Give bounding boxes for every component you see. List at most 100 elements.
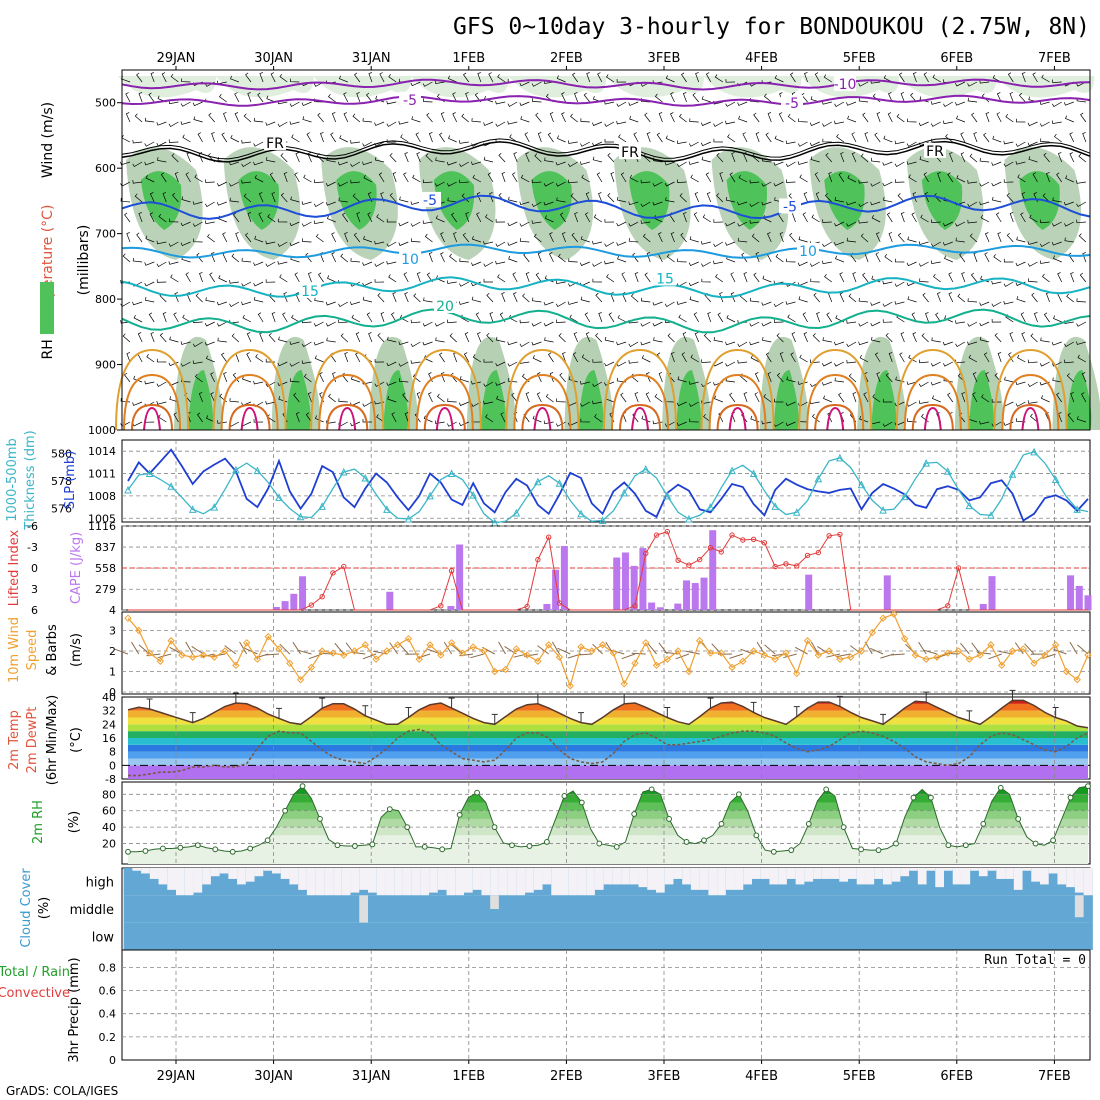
wind-barb [180, 121, 191, 125]
cloud-cell [350, 922, 360, 950]
wind-speed-point [933, 653, 941, 661]
wind-barb [933, 273, 941, 283]
wind-barb [824, 193, 833, 203]
wind-barb [379, 72, 385, 83]
wind-barb [654, 93, 663, 103]
wind-barb [598, 312, 603, 323]
wind-barb [170, 274, 179, 283]
warm-loop-5-0 [603, 348, 677, 431]
wind-barb [1016, 418, 1026, 423]
wind-barb [265, 400, 276, 405]
wind-barb [688, 401, 699, 407]
cloud-cell [996, 868, 1006, 896]
lifted-point [718, 549, 724, 555]
wind-barb [194, 174, 203, 183]
cloud-cell [970, 868, 980, 896]
wind-speed-point [1041, 651, 1049, 659]
wind-barb [642, 233, 651, 243]
wind-barb [665, 75, 675, 83]
pressure-tick-label: 500 [95, 97, 116, 110]
wind-barb [592, 261, 603, 267]
wind-barb [149, 212, 155, 223]
rh-tick-label: 40 [102, 821, 116, 834]
cloud-gap [219, 868, 229, 874]
wind-barb [860, 153, 869, 163]
wind-ylabel-part: (m/s) [69, 633, 84, 667]
wind-barb [497, 274, 506, 283]
cloud-gap [760, 868, 770, 879]
wind-barb [1051, 241, 1062, 246]
wind-barb [943, 101, 953, 107]
slp-point [167, 482, 175, 490]
minmax-marker [664, 707, 671, 718]
wind-barb [773, 301, 784, 307]
rh-point [439, 846, 446, 853]
cloud-gap [158, 868, 168, 885]
rh-point [683, 839, 690, 845]
cloud-gap [629, 868, 640, 885]
wind-barb [701, 261, 711, 267]
lifted-tick-label: -3 [27, 541, 38, 554]
cloud-cell [272, 868, 282, 896]
wind-barb [737, 237, 748, 243]
wind-barb [555, 181, 566, 187]
temperature-contour-5 [121, 276, 1091, 299]
surface-wind-barb [224, 645, 237, 655]
cloud-cell [987, 922, 997, 950]
warm-loop-7-1 [806, 373, 865, 431]
wind-barb [1040, 337, 1050, 343]
cloud-cell [132, 868, 142, 896]
wind-barb [838, 392, 845, 403]
slp-point [965, 501, 974, 510]
minmax-marker [232, 692, 239, 703]
wind-speed-point [318, 647, 326, 655]
lifted-tick-label: 3 [31, 583, 38, 596]
wind-barb [574, 92, 579, 103]
wind-barb [233, 212, 240, 223]
wind-barb [763, 93, 772, 103]
hot-loop-2 [338, 406, 357, 431]
wind-barb [858, 97, 869, 103]
wind-barb [315, 233, 324, 243]
wind-barb [664, 301, 675, 307]
cape-bar [281, 601, 289, 610]
credit-label: GrADS: COLA/IGES [6, 1084, 118, 1098]
wind-barb [644, 112, 651, 123]
wind-barb [713, 241, 724, 247]
wind-barb [930, 101, 941, 105]
bottom-day-label: 29JAN [157, 1069, 196, 1084]
wind-barb [435, 157, 445, 163]
wind-barb [848, 373, 857, 383]
wind-barb [156, 401, 167, 405]
cape-tick-label: 558 [95, 562, 116, 575]
cloud-cell [673, 922, 683, 950]
wind-barb [439, 132, 445, 143]
wind-barb [803, 192, 808, 203]
wind-barb [489, 192, 494, 203]
wind-barb [265, 240, 276, 245]
cloud-cell [324, 895, 334, 923]
contour-label: -5 [785, 96, 799, 112]
wind-barb [301, 201, 312, 205]
wind-speed-point [900, 634, 909, 643]
wind-barb [730, 272, 736, 283]
wind-barb [632, 252, 639, 263]
warm-loop-8-2 [911, 403, 954, 431]
wind-tick-label: 1 [109, 666, 116, 679]
wind-barb [1051, 221, 1062, 227]
wind-barb [156, 240, 167, 245]
wind-barb [1027, 241, 1038, 245]
wind-barb [778, 112, 784, 123]
cloud-cell [464, 922, 474, 950]
cloud-cell [481, 895, 491, 923]
wind-speed-point [922, 655, 930, 663]
cloud-gap [699, 868, 709, 890]
wind-barb [930, 381, 941, 386]
wind-tick-label: 3 [109, 625, 116, 638]
wind-barb [362, 418, 372, 423]
wind-speed-point [717, 649, 725, 657]
temp-ylabel-part: (6hr Min/Max) [45, 695, 60, 785]
wind-barb [512, 172, 518, 183]
contour-label-bg [434, 297, 456, 313]
wind-barb [487, 172, 494, 183]
